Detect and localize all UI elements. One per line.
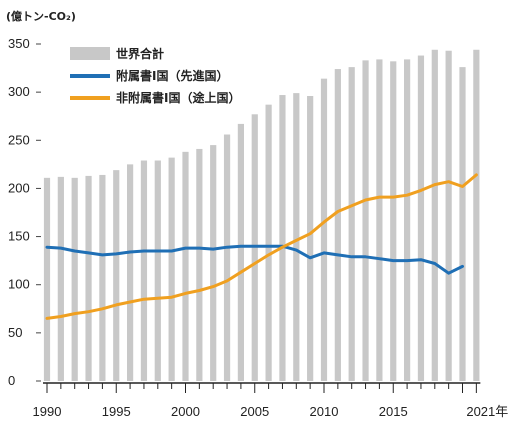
x-tick-label: 2000 xyxy=(171,404,200,419)
bar-2013 xyxy=(362,60,369,382)
y-tick-label: 150 xyxy=(8,229,30,244)
y-tick-label: 50 xyxy=(8,325,22,340)
bar-2014 xyxy=(376,59,383,382)
line-series xyxy=(45,173,478,320)
y-unit-label: (億トン-CO₂) xyxy=(6,9,76,23)
y-tick-label: 200 xyxy=(8,180,30,195)
bar-1992 xyxy=(71,177,78,381)
line-non-annex1 xyxy=(45,173,478,320)
y-tick-label: 350 xyxy=(8,36,30,51)
bar-1996 xyxy=(127,164,134,381)
bar-1997 xyxy=(140,160,148,381)
bar-1993 xyxy=(85,175,92,381)
x-tick-label: 2005 xyxy=(240,404,269,419)
x-tick-label: 2021年 xyxy=(466,404,508,419)
bar-2009 xyxy=(307,95,314,381)
x-tick-label: 2010 xyxy=(310,404,339,419)
x-tick-label: 1995 xyxy=(102,404,131,419)
bar-2004 xyxy=(237,123,244,381)
bar-2010 xyxy=(320,78,328,382)
y-tick-label: 300 xyxy=(8,84,30,99)
y-tick-label: 100 xyxy=(8,277,30,292)
bar-2020 xyxy=(459,67,466,381)
bar-1995 xyxy=(113,170,120,381)
bar-2015 xyxy=(390,61,397,382)
x-tick-label: 2015 xyxy=(379,404,408,419)
bar-2021 xyxy=(473,49,480,382)
y-tick-label: 250 xyxy=(8,132,30,147)
bar-2008 xyxy=(293,93,300,381)
bar-1991 xyxy=(57,176,64,381)
bar-2017 xyxy=(417,55,425,381)
bar-1994 xyxy=(99,174,106,381)
bar-2000 xyxy=(182,151,189,381)
legend-swatch-world xyxy=(70,47,110,60)
bar-2012 xyxy=(348,67,355,381)
legend-label: 附属書Ⅰ国（先進国） xyxy=(116,68,228,83)
bar-2018 xyxy=(431,49,438,382)
bar-2002 xyxy=(210,145,217,381)
bar-2016 xyxy=(404,59,411,382)
axes: 0 50 100 150 200 250 300 350 1990 1995 2000 2005 201… xyxy=(8,36,508,419)
y-tick-label: 0 xyxy=(8,373,15,388)
bar-1990 xyxy=(43,177,51,381)
legend-label: 非附属書Ⅰ国（途上国） xyxy=(116,90,240,105)
bar-1999 xyxy=(168,157,175,381)
bar-2011 xyxy=(334,69,341,381)
bar-2019 xyxy=(445,50,452,382)
bar-2003 xyxy=(223,134,231,381)
bar-2001 xyxy=(196,148,203,381)
legend-label: 世界合計 xyxy=(116,46,164,61)
bar-2007 xyxy=(279,95,286,381)
bar-2006 xyxy=(265,104,272,381)
bar-1998 xyxy=(154,160,161,381)
x-tick-label: 1990 xyxy=(33,404,62,419)
